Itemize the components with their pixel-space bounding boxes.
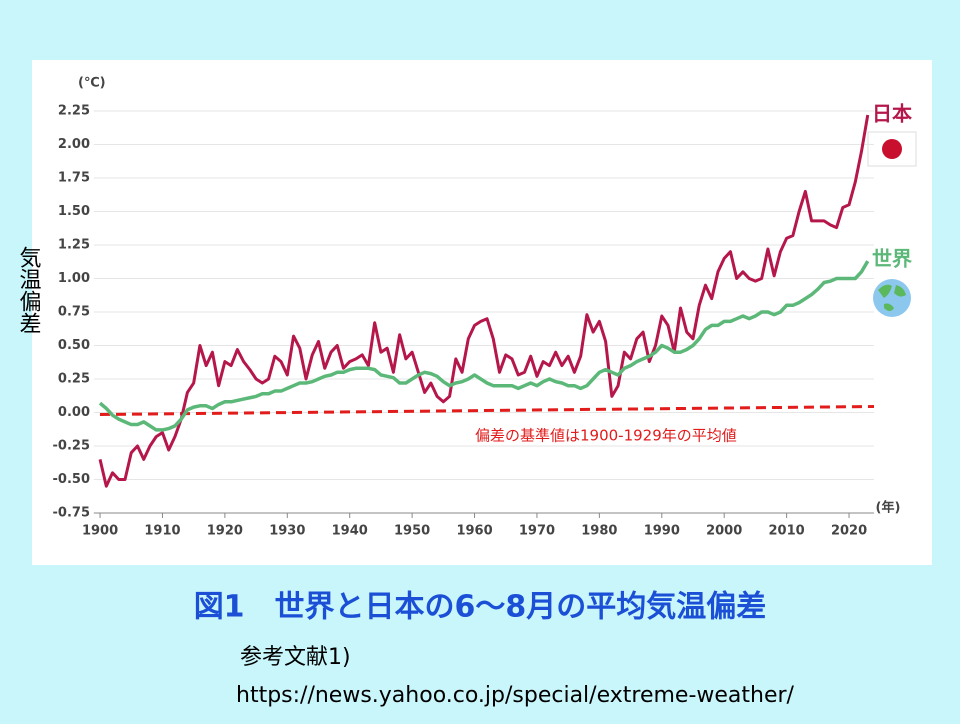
url: https://news.yahoo.co.jp/special/extreme… — [236, 683, 795, 708]
baseline — [99, 405, 875, 416]
globe-land — [878, 284, 906, 311]
y-tick-label: 1.00 — [58, 271, 90, 286]
globe-icon — [873, 279, 911, 317]
legend-label: 日本 — [872, 102, 912, 126]
y-tick-label: -0.75 — [53, 506, 90, 521]
y-axis-label: 気温偏差 — [16, 246, 42, 334]
x-tick-label: 1960 — [456, 524, 492, 539]
y-tick-label: 0.75 — [58, 305, 90, 320]
y-tick-label: 0.50 — [58, 338, 90, 353]
y-tick-label: 1.75 — [58, 171, 90, 186]
x-tick-label: 1950 — [394, 524, 430, 539]
x-tick-label: 1980 — [581, 524, 617, 539]
x-tick-label: 2010 — [769, 524, 805, 539]
x-tick-label: 2000 — [706, 524, 742, 539]
y-tick-label: -0.50 — [53, 472, 90, 487]
y-tick-label: 2.00 — [58, 137, 90, 152]
x-tick-label: 1970 — [519, 524, 555, 539]
x-tick-label: 1910 — [144, 524, 180, 539]
japan-flag-disc — [882, 139, 902, 159]
caption: 図1 世界と日本の6～8月の平均気温偏差 — [194, 590, 767, 625]
x-tick-label: 1940 — [332, 524, 368, 539]
y-tick-label: -0.25 — [53, 439, 90, 454]
series-line — [98, 260, 870, 432]
x-tick-label: 1990 — [644, 524, 680, 539]
reference: 参考文献1) — [240, 645, 351, 670]
y-tick-label: 1.25 — [58, 238, 90, 253]
x-unit: (年) — [876, 500, 901, 516]
x-tick-label: 1900 — [82, 524, 118, 539]
y-tick-label: 2.25 — [58, 104, 90, 119]
x-tick-label: 2020 — [831, 524, 867, 539]
legend-label: 世界 — [872, 247, 912, 271]
x-tick-label: 1930 — [269, 524, 305, 539]
y-tick-label: 0.00 — [58, 405, 90, 420]
series-line — [98, 114, 870, 488]
y-tick-label: 1.50 — [58, 204, 90, 219]
y-tick-label: 0.25 — [58, 372, 90, 387]
annotation: 偏差の基準値は1900-1929年の平均値 — [475, 427, 737, 445]
japan-flag — [867, 131, 917, 167]
x-tick-label: 1920 — [207, 524, 243, 539]
y-unit: (℃) — [78, 76, 106, 91]
